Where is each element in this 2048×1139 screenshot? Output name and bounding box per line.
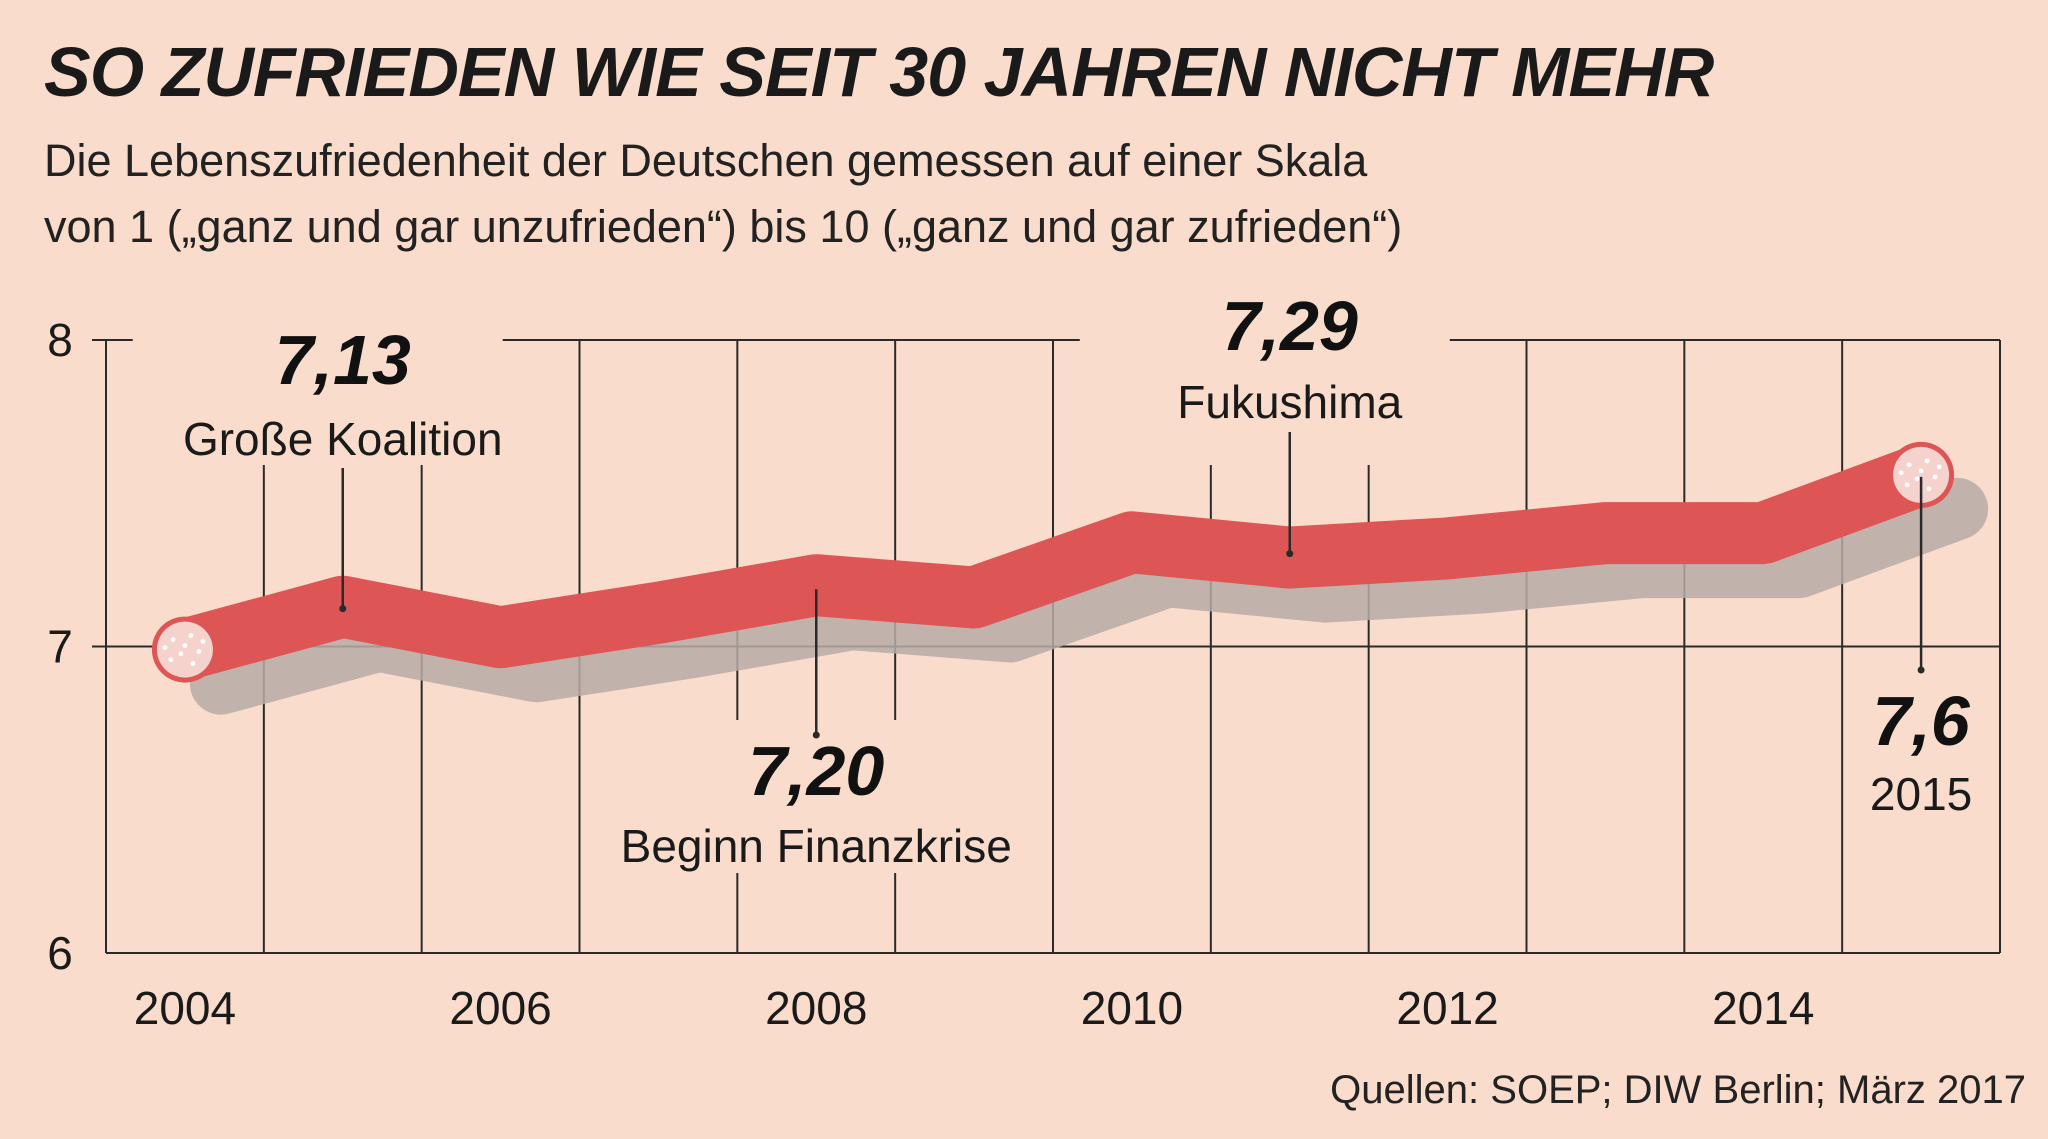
cap-dot <box>1936 464 1942 470</box>
x-tick-label-2012: 2012 <box>1396 982 1498 1034</box>
cap-dot <box>190 661 196 666</box>
cap-dot <box>170 637 176 642</box>
annotation-value: 7,13 <box>275 321 411 399</box>
cap-dot <box>178 651 184 656</box>
x-tick-label-2006: 2006 <box>449 982 551 1034</box>
x-tick-label-2004: 2004 <box>134 982 236 1034</box>
cap-dot <box>1932 474 1938 480</box>
y-tick-label-6: 6 <box>47 927 73 979</box>
annotation-value: 7,6 <box>1872 682 1970 760</box>
cap-dot <box>1924 458 1930 464</box>
annotation-leader-dot <box>812 731 820 739</box>
axis-ticks: 6 7 8 2004 2006 2008 2010 2012 2014 <box>47 314 1814 1034</box>
chart-subtitle: Die Lebenszufriedenheit der Deutschen ge… <box>44 128 1402 260</box>
annotation-label: Große Koalition <box>183 413 503 465</box>
annotation-label: 2015 <box>1870 768 1972 820</box>
cap-dot <box>1904 482 1910 488</box>
x-tick-label-2014: 2014 <box>1712 982 1814 1034</box>
cap-dot <box>168 657 174 662</box>
chart-title: SO ZUFRIEDEN WIE SEIT 30 JAHREN NICHT ME… <box>44 33 1714 111</box>
subtitle-line-2: von 1 („ganz und gar unzufrieden“) bis 1… <box>44 201 1403 252</box>
cap-dot <box>1914 476 1920 482</box>
cap-dot <box>1926 486 1932 492</box>
y-tick-label-7: 7 <box>47 621 73 673</box>
data-line <box>151 441 1955 683</box>
cap-dot <box>1898 470 1904 476</box>
annotation-label: Beginn Finanzkrise <box>621 820 1012 872</box>
subtitle-line-1: Die Lebenszufriedenheit der Deutschen ge… <box>44 135 1368 186</box>
cap-dot <box>1906 462 1912 468</box>
y-tick-label-8: 8 <box>47 314 73 366</box>
cap-dot <box>182 643 188 648</box>
cap-dot <box>196 649 202 654</box>
x-tick-label-2010: 2010 <box>1081 982 1183 1034</box>
annotation-label: Fukushima <box>1177 376 1402 428</box>
x-tick-label-2008: 2008 <box>765 982 867 1034</box>
cap-dot <box>162 645 168 650</box>
annotation-leader-dot <box>1917 666 1925 674</box>
annotation-value: 7,20 <box>748 732 884 810</box>
cap-dot <box>1918 468 1924 474</box>
cap-dot <box>200 639 206 644</box>
annotation-leader-dot <box>1286 550 1294 558</box>
annotations: 7,13 Große Koalition 7,20 Beginn Finanzkris… <box>183 287 1972 872</box>
series-line <box>176 445 1932 680</box>
annotation-leader-dot <box>339 605 347 613</box>
annotation-value: 7,29 <box>1222 287 1358 365</box>
source-note: Quellen: SOEP; DIW Berlin; März 2017 <box>1330 1068 2026 1112</box>
cap-dot <box>188 633 194 638</box>
